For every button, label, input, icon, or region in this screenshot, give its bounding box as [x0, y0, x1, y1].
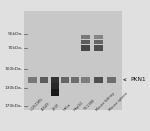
Bar: [81, 40, 90, 44]
Bar: [94, 40, 103, 44]
Bar: [24, 11, 122, 110]
Text: 170kDa-: 170kDa-: [5, 104, 23, 108]
Bar: [28, 77, 37, 83]
Bar: [81, 35, 90, 39]
Text: 100kDa-: 100kDa-: [5, 67, 23, 71]
Bar: [94, 35, 103, 39]
Text: Mouse spleen: Mouse spleen: [109, 91, 129, 111]
Bar: [107, 77, 116, 83]
Bar: [51, 89, 59, 96]
Bar: [81, 45, 90, 51]
Text: HepG2: HepG2: [72, 100, 84, 111]
Bar: [51, 83, 59, 89]
Text: 130kDa-: 130kDa-: [5, 86, 23, 90]
Bar: [71, 77, 79, 83]
Bar: [94, 77, 103, 83]
Text: HeLa: HeLa: [62, 102, 72, 111]
Text: 55kDa-: 55kDa-: [7, 32, 23, 36]
Text: Mouse kidney: Mouse kidney: [96, 91, 116, 111]
Text: 70kDa-: 70kDa-: [8, 46, 23, 50]
Bar: [61, 77, 69, 83]
Bar: [81, 77, 90, 83]
Text: PKN1: PKN1: [124, 77, 146, 82]
Bar: [94, 45, 103, 51]
Bar: [40, 77, 48, 83]
Bar: [51, 77, 59, 83]
Text: A-549: A-549: [41, 101, 51, 111]
Text: 293T: 293T: [52, 102, 61, 111]
Text: U-251MG: U-251MG: [30, 97, 44, 111]
Text: YT-1380: YT-1380: [82, 99, 95, 111]
